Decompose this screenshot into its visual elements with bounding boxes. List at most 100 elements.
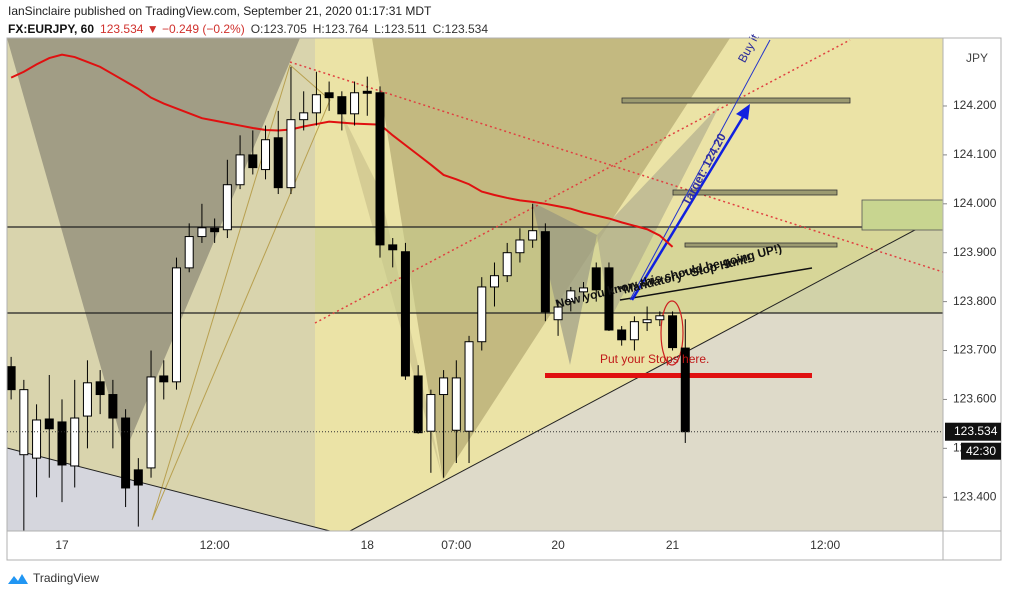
candle-body (171, 267, 181, 383)
candle-body (515, 239, 525, 254)
legend-item: H:123.764 (313, 22, 369, 36)
highlight-ellipse (660, 300, 684, 366)
candle-body (19, 389, 29, 456)
candle-body (57, 421, 67, 466)
x-tick-label: 20 (551, 538, 565, 552)
last-price-label: 123.534 (954, 424, 998, 438)
candle-body (655, 315, 665, 321)
y-tick-label: 123.700 (953, 343, 997, 357)
candle-body (32, 419, 42, 459)
candle-body (324, 92, 334, 99)
candle-body (617, 329, 627, 341)
candle-body (210, 227, 220, 233)
candle-body (426, 394, 436, 432)
channel-line (629, 39, 771, 301)
arrow-head (736, 104, 750, 120)
drawings (6, 38, 944, 532)
target-box (684, 242, 838, 248)
pattern-triangle (597, 105, 720, 320)
candle-body (95, 381, 105, 396)
candle-body (337, 96, 347, 115)
target-box (672, 189, 838, 196)
candle-body (121, 417, 131, 489)
frame (6, 37, 1002, 561)
legend-item: C:123.534 (433, 22, 489, 36)
candle-body (477, 286, 487, 343)
candle-body (222, 184, 232, 231)
candle-body (579, 287, 589, 293)
candle-body (273, 137, 283, 189)
last-price-box (945, 422, 1001, 441)
candle-body (464, 341, 474, 432)
candle-body (286, 119, 296, 189)
candle-body (400, 251, 410, 377)
x-tick-label: 07:00 (441, 538, 471, 552)
x-tick-label: 18 (361, 538, 375, 552)
y-tick-label: 124.200 (953, 98, 997, 112)
y-tick-label: 123.600 (953, 392, 997, 406)
legend-item: O:123.705 (251, 22, 307, 36)
pattern-triangle (7, 38, 300, 452)
legend-item: FX:EURJPY, 60 (8, 22, 94, 36)
candle-body (108, 394, 118, 419)
y-tick-label: 123.800 (953, 294, 997, 308)
candle-body (604, 267, 614, 331)
footer: TradingView (33, 571, 99, 585)
candle-body (248, 154, 258, 169)
legend-item: L:123.511 (374, 22, 427, 36)
y-tick-label: 124.000 (953, 196, 997, 210)
candle-body (642, 319, 652, 324)
x-tick-label: 21 (666, 538, 680, 552)
candle-body (540, 231, 550, 313)
candle-body (362, 90, 372, 94)
candle-body (70, 417, 80, 467)
dotted-line (289, 61, 944, 273)
candle-body (261, 139, 271, 171)
candle-body (350, 92, 360, 115)
x-tick-label: 12:00 (200, 538, 230, 552)
candle-body (146, 376, 156, 469)
countdown-box (961, 442, 1001, 460)
zone-box (861, 199, 944, 231)
candle-body (439, 377, 449, 396)
candle-body (668, 315, 678, 349)
currency: JPY (966, 51, 988, 65)
candle-body (413, 375, 423, 434)
candle-body (82, 382, 92, 417)
candle-body (528, 230, 538, 241)
candle-body (566, 290, 576, 303)
legend-item: 123.534 ▼ −0.249 (−0.2%) (100, 22, 245, 36)
candle-body (184, 236, 194, 269)
pattern-line (151, 64, 331, 521)
x-tick-label: 17 (55, 538, 69, 552)
candle-body (502, 252, 512, 277)
candle-body (375, 92, 385, 246)
y-tick-label: 124.100 (953, 147, 997, 161)
candle-body (133, 469, 143, 486)
candle-body (311, 94, 321, 114)
y-tick-label: 123.400 (953, 489, 997, 503)
annotation: Put your Stops here. (600, 352, 709, 366)
countdown: 42:30 (966, 444, 996, 458)
candle-body (159, 375, 169, 383)
stop-line (545, 373, 812, 378)
x-tick-label: 12:00 (810, 538, 840, 552)
footer-logo: TradingView (8, 571, 99, 585)
candle-body (44, 418, 54, 430)
candle-body (388, 244, 398, 251)
candle-body (197, 227, 207, 238)
candle-body (629, 321, 639, 341)
candle-body (553, 306, 563, 321)
candle-body (451, 377, 461, 431)
candle-body (591, 267, 601, 291)
y-tick-label: 123.900 (953, 245, 997, 259)
candle-body (6, 366, 16, 391)
arrow (630, 111, 748, 301)
header: IanSinclaire published on TradingView.co… (8, 4, 432, 18)
candle-body (489, 275, 499, 288)
logo-icon (8, 574, 28, 584)
candle-body (235, 154, 245, 186)
candles (6, 53, 690, 532)
candle-body (299, 112, 309, 121)
